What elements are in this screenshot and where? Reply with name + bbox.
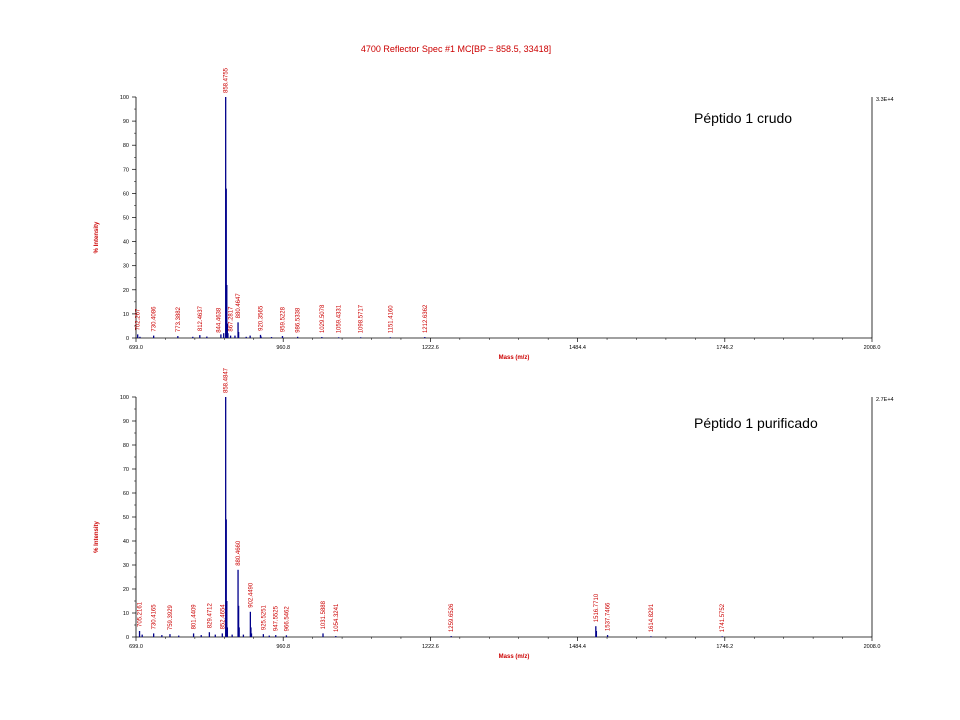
y-tick-label: 10: [123, 312, 129, 318]
y-tick-label: 90: [123, 119, 129, 125]
spectrum-panel-purificado: 0 10 20 30 40 50 60 70 80 90 100 699.0 960.8 1222.6 14…: [94, 367, 894, 660]
y-tick-label: 50: [123, 515, 129, 521]
peak-label: 812.4637: [198, 305, 204, 331]
peak-label: 925.5251: [261, 604, 267, 630]
x-tick-label: 1484.4: [569, 345, 586, 351]
peak-label: 829.4712: [207, 603, 213, 629]
peak-label: 1151.4160: [388, 305, 394, 334]
peak-label: 1537.7466: [606, 602, 612, 631]
panel-label: Péptido 1 crudo: [694, 110, 792, 126]
y-axis-label: % Intensity: [94, 221, 100, 253]
y-tick-label: 80: [123, 143, 129, 149]
x-tick-label: 699.0: [129, 345, 143, 351]
peak-label: 852.4654: [220, 604, 226, 630]
y-tick-label: 0: [126, 635, 129, 641]
max-intensity-label: 2.7E+4: [876, 397, 894, 403]
peak-label: 1054.3241: [334, 603, 340, 632]
x-tick-label: 2008.0: [864, 345, 881, 351]
peak-label: 759.3929: [168, 604, 174, 630]
peak-label: 801.4409: [192, 604, 198, 630]
peak-label: 730.4165: [152, 604, 158, 630]
figure-title: 4700 Reflector Spec #1 MC[BP = 858.5, 33…: [361, 44, 551, 54]
peak-label: 1098.5717: [359, 304, 365, 333]
peak-label: 705.2161: [138, 601, 144, 627]
peak-label: 880.4660: [236, 540, 242, 566]
y-tick-label: 20: [123, 288, 129, 294]
y-tick-label: 60: [123, 491, 129, 497]
peak-label: 773.3882: [176, 306, 182, 332]
y-tick-label: 90: [123, 419, 129, 425]
peak-label: 844.4638: [216, 307, 222, 333]
peak-label: 880.4647: [236, 293, 242, 319]
peak-label: 986.5338: [296, 307, 302, 333]
x-tick-label: 1746.2: [716, 345, 733, 351]
x-tick-label: 1222.6: [422, 345, 439, 351]
x-tick-label: 699.0: [129, 644, 143, 650]
panel-label: Péptido 1 purificado: [694, 415, 818, 431]
x-axis-label: Mass (m/z): [499, 355, 530, 361]
x-tick-label: 960.8: [276, 345, 290, 351]
y-tick-label: 0: [126, 336, 129, 342]
max-intensity-label: 3.3E+4: [876, 97, 894, 103]
y-tick-label: 30: [123, 563, 129, 569]
y-tick-label: 40: [123, 539, 129, 545]
y-tick-label: 10: [123, 611, 129, 617]
x-tick-label: 2008.0: [864, 644, 881, 650]
peak-label: 1259.6526: [449, 603, 455, 632]
peak-label: 959.5228: [280, 306, 286, 332]
x-tick-label: 1222.6: [422, 644, 439, 650]
peak-label: 1741.5752: [720, 603, 726, 632]
y-tick-label: 80: [123, 443, 129, 449]
peak-label: 1614.8291: [649, 603, 655, 632]
peak-label: 1212.6362: [423, 304, 429, 333]
y-axis-label: % Intensity: [94, 521, 100, 553]
x-axis-label: Mass (m/z): [499, 654, 530, 660]
y-tick-label: 60: [123, 191, 129, 197]
peak-label: 1516.7710: [594, 593, 600, 622]
y-tick-label: 100: [120, 95, 129, 101]
spectrum-panel-crudo: 0 10 20 30 40 50 60 70 80 90 100 699.0 960.8 1222.6 14…: [94, 67, 894, 361]
y-tick-label: 50: [123, 216, 129, 222]
y-tick-label: 70: [123, 467, 129, 473]
peak-label: 902.4490: [248, 582, 254, 608]
peak-label: 966.5462: [284, 606, 290, 632]
peak-label: 1031.5888: [321, 600, 327, 629]
y-tick-label: 20: [123, 587, 129, 593]
y-tick-label: 40: [123, 240, 129, 246]
y-tick-label: 30: [123, 264, 129, 270]
peak-label: 702.267: [136, 308, 142, 330]
peak-label: 1029.5078: [320, 304, 326, 333]
x-tick-label: 1484.4: [569, 644, 586, 650]
peak-label: 920.3565: [258, 305, 264, 331]
peak-label: 730.4086: [152, 306, 158, 332]
y-tick-label: 70: [123, 167, 129, 173]
y-tick-label: 100: [120, 395, 129, 401]
peak-label: 858.4755: [224, 67, 230, 93]
peak-label: 867.2817: [229, 306, 235, 332]
peak-label: 1059.4331: [337, 304, 343, 333]
peak-label: 947.5525: [274, 605, 280, 631]
x-tick-label: 960.8: [276, 644, 290, 650]
peak-label: 858.4847: [224, 367, 230, 393]
x-tick-label: 1746.2: [716, 644, 733, 650]
